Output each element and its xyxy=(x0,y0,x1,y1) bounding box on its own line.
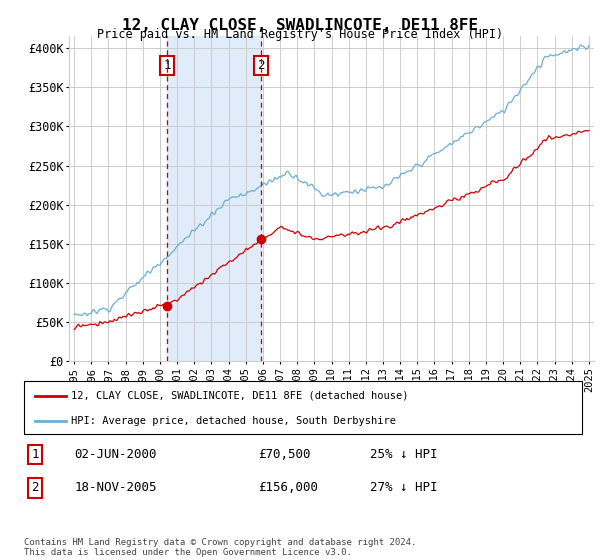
FancyBboxPatch shape xyxy=(24,381,582,434)
Bar xyxy=(167,36,261,361)
Text: £156,000: £156,000 xyxy=(259,482,319,494)
Text: 2: 2 xyxy=(257,59,265,72)
Text: 12, CLAY CLOSE, SWADLINCOTE, DE11 8FE: 12, CLAY CLOSE, SWADLINCOTE, DE11 8FE xyxy=(122,18,478,33)
Text: Contains HM Land Registry data © Crown copyright and database right 2024.
This d: Contains HM Land Registry data © Crown c… xyxy=(24,538,416,557)
Text: 2: 2 xyxy=(31,482,39,494)
Text: Price paid vs. HM Land Registry's House Price Index (HPI): Price paid vs. HM Land Registry's House … xyxy=(97,28,503,41)
Text: HPI: Average price, detached house, South Derbyshire: HPI: Average price, detached house, Sout… xyxy=(71,416,397,426)
Text: 1: 1 xyxy=(31,448,39,461)
Text: £70,500: £70,500 xyxy=(259,448,311,461)
Text: 18-NOV-2005: 18-NOV-2005 xyxy=(74,482,157,494)
Text: 25% ↓ HPI: 25% ↓ HPI xyxy=(370,448,437,461)
Text: 12, CLAY CLOSE, SWADLINCOTE, DE11 8FE (detached house): 12, CLAY CLOSE, SWADLINCOTE, DE11 8FE (d… xyxy=(71,391,409,401)
Text: 02-JUN-2000: 02-JUN-2000 xyxy=(74,448,157,461)
Text: 27% ↓ HPI: 27% ↓ HPI xyxy=(370,482,437,494)
Text: 1: 1 xyxy=(163,59,171,72)
